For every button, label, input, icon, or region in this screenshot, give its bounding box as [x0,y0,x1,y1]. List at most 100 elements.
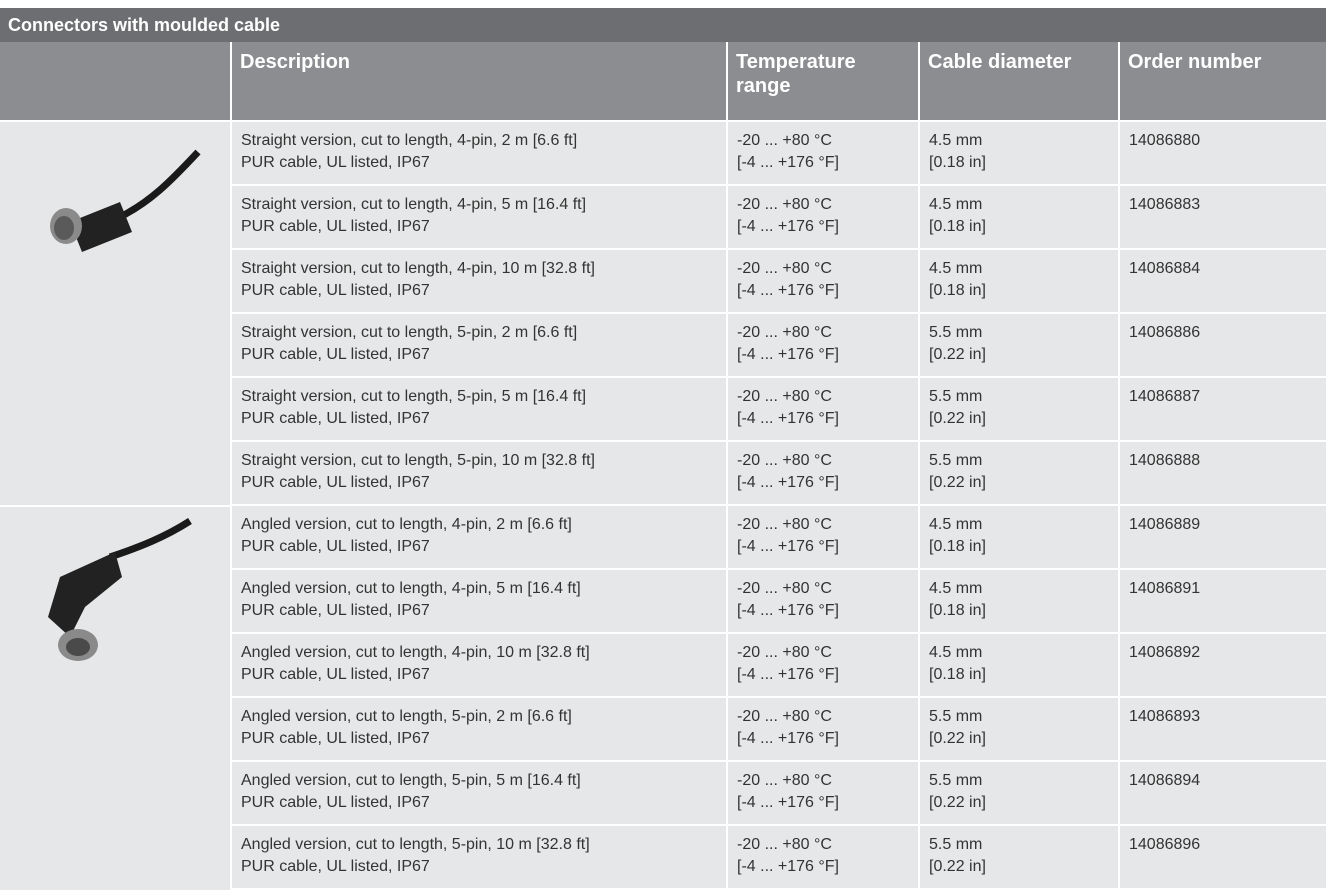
cell-text: Straight version, cut to length, 5-pin, … [241,388,587,405]
table-cell: 5.5 mm [0.22 in] [920,826,1118,888]
table-cell: -20 ... +80 °C [-4 ... +176 °F] [728,442,918,504]
image-cell [0,122,230,505]
cell-text: 5.5 mm [929,836,983,853]
cell-text: 14086891 [1129,580,1201,597]
table-cell: 4.5 mm [0.18 in] [920,122,1118,184]
cell-text: [-4 ... +176 °F] [737,346,839,363]
connector-angled-image [48,518,192,661]
cell-text: -20 ... +80 °C [737,196,832,213]
table-cell: 14086884 [1120,250,1326,312]
table-cell: Straight version, cut to length, 5-pin, … [232,314,726,376]
cell-text: [-4 ... +176 °F] [737,410,839,427]
cell-text: Angled version, cut to length, 4-pin, 2 … [241,516,572,533]
cell-text: [0.18 in] [929,602,986,619]
cell-text: Straight version, cut to length, 4-pin, … [241,260,595,277]
table-cell: -20 ... +80 °C [-4 ... +176 °F] [728,186,918,248]
table-cell: Angled version, cut to length, 5-pin, 10… [232,826,726,888]
table-cell: 14086883 [1120,186,1326,248]
cell-text: PUR cable, UL listed, IP67 [241,410,430,427]
table-cell: 5.5 mm [0.22 in] [920,314,1118,376]
cell-text: 5.5 mm [929,324,983,341]
table-cell: -20 ... +80 °C [-4 ... +176 °F] [728,698,918,760]
cell-text: 14086883 [1129,196,1201,213]
table-cell: 14086889 [1120,506,1326,568]
cell-text: PUR cable, UL listed, IP67 [241,282,430,299]
table-cell: 14086888 [1120,442,1326,504]
cell-text: [-4 ... +176 °F] [737,730,839,747]
cell-text: 14086880 [1129,132,1201,149]
cell-text: PUR cable, UL listed, IP67 [241,538,430,555]
cell-text: Straight version, cut to length, 5-pin, … [241,452,595,469]
cell-text: 4.5 mm [929,580,983,597]
cell-text: [-4 ... +176 °F] [737,218,839,235]
cell-text: Angled version, cut to length, 4-pin, 10… [241,644,590,661]
cell-text: [-4 ... +176 °F] [737,858,839,875]
cell-text: -20 ... +80 °C [737,260,832,277]
cell-text: Angled version, cut to length, 5-pin, 5 … [241,772,581,789]
table-cell: Straight version, cut to length, 4-pin, … [232,122,726,184]
table-cell: 14086896 [1120,826,1326,888]
table-cell: Angled version, cut to length, 5-pin, 2 … [232,698,726,760]
cell-text: [-4 ... +176 °F] [737,538,839,555]
cell-text: 14086894 [1129,772,1201,789]
cell-text: [-4 ... +176 °F] [737,282,839,299]
table-cell: 5.5 mm [0.22 in] [920,698,1118,760]
cell-text: 4.5 mm [929,260,983,277]
table-cell: 14086891 [1120,570,1326,632]
cell-text: 14086887 [1129,388,1201,405]
cell-text: PUR cable, UL listed, IP67 [241,602,430,619]
table-cell: Straight version, cut to length, 5-pin, … [232,378,726,440]
table-cell: -20 ... +80 °C [-4 ... +176 °F] [728,378,918,440]
cell-text: -20 ... +80 °C [737,132,832,149]
cell-text: 5.5 mm [929,452,983,469]
table-cell: -20 ... +80 °C [-4 ... +176 °F] [728,506,918,568]
cell-text: 14086884 [1129,260,1201,277]
table-cell: 4.5 mm [0.18 in] [920,570,1118,632]
table-cell: 5.5 mm [0.22 in] [920,762,1118,824]
cell-text: [-4 ... +176 °F] [737,474,839,491]
cell-text: -20 ... +80 °C [737,644,832,661]
cell-text: [0.18 in] [929,154,986,171]
cell-text: -20 ... +80 °C [737,388,832,405]
cell-text: Straight version, cut to length, 4-pin, … [241,132,578,149]
cell-text: 4.5 mm [929,516,983,533]
table-cell: 14086894 [1120,762,1326,824]
cell-text: [-4 ... +176 °F] [737,666,839,683]
cell-text: -20 ... +80 °C [737,324,832,341]
cell-text: PUR cable, UL listed, IP67 [241,794,430,811]
table-cell: -20 ... +80 °C [-4 ... +176 °F] [728,634,918,696]
cell-text: [0.22 in] [929,730,986,747]
cell-text: [0.22 in] [929,346,986,363]
column-header: Description [232,42,726,120]
cell-text: Angled version, cut to length, 5-pin, 10… [241,836,590,853]
cell-text: -20 ... +80 °C [737,516,832,533]
table-cell: 4.5 mm [0.18 in] [920,186,1118,248]
column-header: Temperature range [728,42,918,120]
table-cell: 14086892 [1120,634,1326,696]
cell-text: 14086892 [1129,644,1201,661]
table-cell: 14086887 [1120,378,1326,440]
table-title: Connectors with moulded cable [0,8,1326,42]
cell-text: PUR cable, UL listed, IP67 [241,730,430,747]
cell-text: [-4 ... +176 °F] [737,154,839,171]
column-header: Order number [1120,42,1326,120]
cell-text: PUR cable, UL listed, IP67 [241,858,430,875]
table-cell: 14086886 [1120,314,1326,376]
cell-text: PUR cable, UL listed, IP67 [241,666,430,683]
table-cell: 4.5 mm [0.18 in] [920,506,1118,568]
cell-text: -20 ... +80 °C [737,836,832,853]
cell-text: -20 ... +80 °C [737,452,832,469]
cell-text: [0.22 in] [929,410,986,427]
table-cell: 14086880 [1120,122,1326,184]
cell-text: [0.22 in] [929,474,986,491]
cell-text: 14086889 [1129,516,1201,533]
cell-text: PUR cable, UL listed, IP67 [241,346,430,363]
table-cell: -20 ... +80 °C [-4 ... +176 °F] [728,122,918,184]
connector-straight-image [50,149,201,252]
table-cell: 4.5 mm [0.18 in] [920,250,1118,312]
column-header: Cable diameter [920,42,1118,120]
cell-text: [0.22 in] [929,794,986,811]
cell-text: 14086896 [1129,836,1201,853]
cell-text: PUR cable, UL listed, IP67 [241,218,430,235]
